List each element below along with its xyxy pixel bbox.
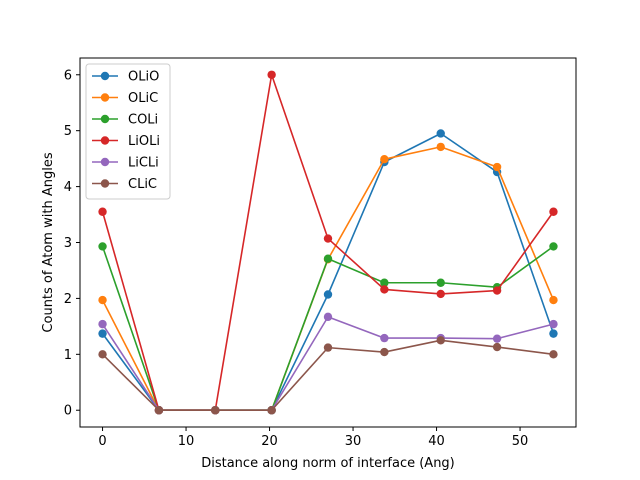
data-point-olic [436, 142, 445, 152]
data-point-licli [492, 334, 502, 343]
data-point-lioli [436, 289, 445, 299]
legend-label: COLi [128, 113, 158, 128]
legend-item-olic: OLiC [92, 91, 158, 106]
legend-item-coli: COLi [92, 113, 158, 128]
ticks-layer: 0 10 20 30 40 50 0 1 2 3 4 5 6 [64, 68, 529, 449]
data-point-olic [549, 295, 558, 305]
data-point-clic [98, 350, 107, 359]
y-tick-label: 5 [64, 124, 72, 139]
legend-marker [100, 179, 110, 188]
y-tick-label: 6 [64, 68, 72, 83]
legend-item-olio: OLiO [92, 70, 159, 85]
y-tick-label: 3 [64, 236, 72, 251]
data-point-licli [549, 319, 558, 329]
legend-marker [100, 114, 110, 124]
series-layer [98, 70, 558, 415]
y-tick-label: 2 [64, 292, 72, 307]
legend-label: LiCLi [128, 156, 159, 171]
data-point-olio [436, 129, 445, 138]
data-point-olic [492, 162, 502, 172]
legend-marker [100, 93, 110, 102]
data-point-clic [436, 336, 445, 345]
data-point-clic [154, 406, 164, 415]
data-point-coli [323, 254, 333, 263]
y-tick-label: 1 [64, 348, 72, 363]
data-point-coli [549, 242, 558, 251]
legend-label: OLiO [128, 70, 159, 85]
legend-item-licli: LiCLi [92, 156, 159, 171]
x-tick-label: 10 [178, 434, 195, 449]
data-point-coli [380, 278, 389, 287]
data-point-clic [211, 406, 220, 415]
x-tick-label: 40 [428, 434, 445, 449]
data-point-clic [549, 350, 558, 359]
x-tick-label: 0 [98, 434, 106, 449]
data-point-coli [436, 278, 445, 287]
series-clic [98, 336, 558, 415]
data-point-olio [549, 329, 558, 338]
data-point-lioli [267, 70, 276, 79]
legend-item-clic: CLiC [92, 177, 157, 192]
y-axis-label: Counts of Atom with Angles [41, 152, 56, 332]
data-point-lioli [98, 207, 107, 216]
legend-marker [100, 71, 110, 81]
legend-label: OLiC [128, 91, 158, 106]
data-point-lioli [323, 234, 333, 243]
x-tick-label: 50 [512, 434, 529, 449]
data-point-lioli [380, 285, 389, 294]
data-point-clic [492, 342, 502, 352]
data-point-olio [98, 329, 107, 338]
data-point-licli [380, 333, 389, 343]
data-point-olic [98, 295, 107, 305]
legend-marker [100, 157, 110, 167]
data-point-licli [98, 319, 107, 329]
legend: OLiO OLiC COLi LiOLi LiCLi CLiC [85, 63, 171, 200]
x-tick-label: 30 [345, 434, 362, 449]
y-tick-label: 4 [64, 180, 72, 195]
data-point-clic [323, 343, 333, 352]
data-point-lioli [492, 286, 502, 295]
data-point-coli [98, 242, 107, 251]
data-point-olio [323, 290, 333, 299]
data-point-lioli [549, 207, 558, 216]
data-point-clic [380, 347, 389, 357]
data-point-licli [323, 312, 333, 322]
y-tick-label: 0 [64, 404, 72, 419]
legend-label: CLiC [128, 177, 157, 192]
legend-label: LiOLi [128, 134, 160, 149]
data-point-olic [380, 154, 389, 164]
legend-marker [100, 136, 110, 145]
data-point-clic [267, 406, 276, 415]
legend-item-lioli: LiOLi [92, 134, 160, 149]
x-tick-label: 20 [261, 434, 278, 449]
x-axis-label: Distance along norm of interface (Ang) [201, 456, 455, 471]
